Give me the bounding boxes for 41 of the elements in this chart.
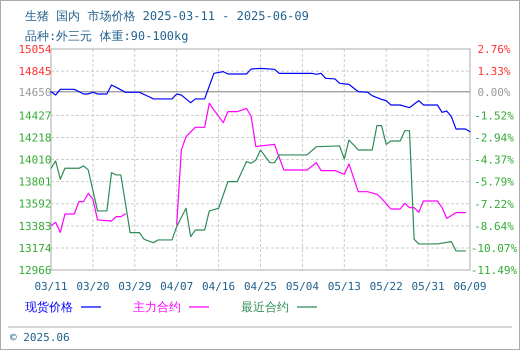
x-tick-label: 04/16	[202, 280, 236, 293]
y-tick-label: 15054	[18, 43, 52, 56]
x-tick-label: 03/11	[34, 280, 68, 293]
y-tick-label: 14845	[18, 65, 52, 78]
line-series	[50, 68, 471, 132]
y-tick-label: 13801	[18, 176, 52, 189]
chart-subtitle: 品种:外三元 体重:90-100kg	[25, 29, 188, 43]
y2-tick-label: -2.94%	[474, 131, 514, 144]
y2-tick-label: 2.76%	[477, 43, 511, 56]
y-tick-label: 14427	[18, 109, 52, 122]
legend-label: 现货价格	[25, 300, 73, 314]
y2-tick-label: -11.49%	[470, 264, 518, 277]
y2-tick-label: -10.07%	[470, 242, 518, 255]
y2-tick-label: 1.33%	[477, 65, 511, 78]
chart-title: 生猪 国内 市场价格 2025-03-11 - 2025-06-09	[25, 9, 309, 23]
y2-tick-label: 0.00%	[477, 86, 511, 99]
text: © 2025.06	[10, 331, 70, 344]
y-tick-label: 14650	[18, 86, 52, 99]
x-tick-label: 06/09	[453, 280, 487, 293]
legend-label: 最近合约	[241, 300, 289, 314]
x-tick-label: 05/22	[370, 280, 403, 293]
x-tick-label: 05/13	[328, 280, 361, 293]
x-tick-label: 04/25	[244, 280, 278, 293]
y-tick-label: 14010	[18, 154, 52, 166]
y-tick-label: 13592	[18, 198, 52, 211]
y-tick-label: 13383	[18, 220, 52, 233]
x-tick-label: 03/29	[118, 280, 152, 293]
y2-tick-label: -8.64%	[474, 220, 514, 233]
y-tick-label: 12966	[18, 264, 52, 277]
line-series	[50, 125, 466, 252]
y2-tick-label: -7.22%	[474, 198, 514, 211]
x-tick-label: 04/07	[160, 280, 194, 293]
x-tick-label: 05/04	[286, 280, 320, 293]
y-tick-label: 13174	[18, 242, 52, 255]
x-tick-label: 03/20	[76, 280, 110, 293]
y2-tick-label: -5.79%	[474, 176, 514, 189]
legend-label: 主力合约	[133, 300, 181, 314]
y2-tick-label: -1.52%	[474, 109, 514, 122]
y2-tick-label: -4.37%	[474, 154, 514, 167]
y-tick-label: 14218	[18, 131, 52, 144]
x-tick-label: 05/31	[412, 280, 445, 293]
